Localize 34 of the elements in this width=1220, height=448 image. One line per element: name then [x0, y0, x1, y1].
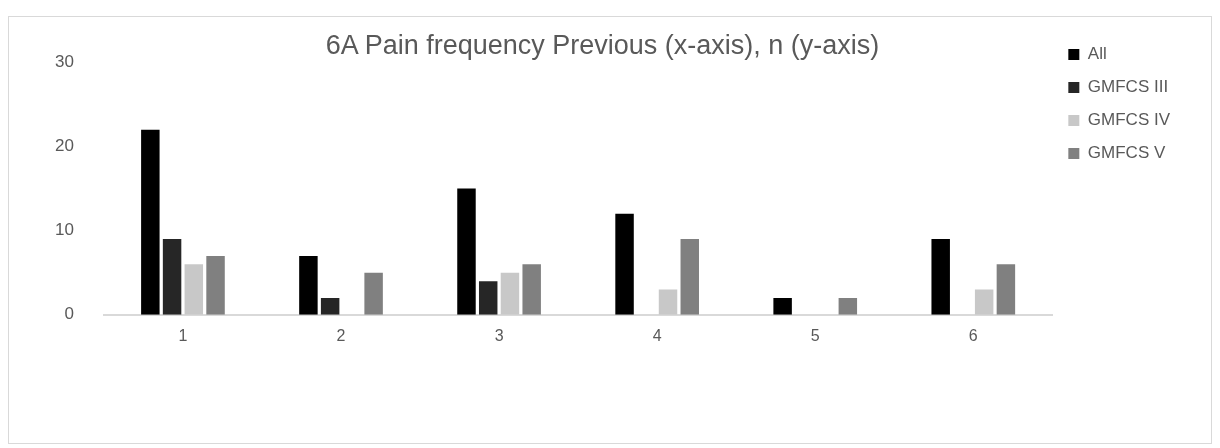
y-tick-label: 10 [54, 220, 74, 240]
bar [680, 239, 699, 315]
y-tick-label: 30 [54, 52, 74, 72]
bar [974, 289, 994, 315]
bar [457, 188, 476, 315]
legend-label: GMFCS IV [1087, 110, 1171, 130]
y-tick-label: 0 [64, 304, 74, 324]
x-tick-label: 4 [652, 326, 662, 344]
x-tick-label: 6 [968, 326, 978, 344]
x-tick-label: 2 [336, 326, 346, 344]
bar [299, 255, 318, 315]
legend-label: All [1087, 44, 1107, 64]
y-tick-label: 20 [54, 136, 74, 156]
bar [615, 213, 634, 315]
bar [838, 297, 858, 315]
bar [658, 289, 678, 315]
bar [141, 129, 160, 315]
bar [931, 239, 950, 315]
bar [162, 239, 182, 315]
x-tick-label: 5 [810, 326, 820, 344]
bar [206, 255, 225, 315]
x-tick-label: 3 [494, 326, 504, 344]
legend-label: GMFCS III [1087, 77, 1169, 97]
bar [320, 297, 340, 315]
x-tick-label: 1 [178, 326, 188, 344]
bar [500, 272, 520, 315]
bar [773, 297, 792, 315]
bar [364, 272, 383, 315]
bar [184, 264, 204, 315]
bar [522, 264, 541, 315]
bar [478, 281, 498, 315]
legend-label: GMFCS V [1087, 143, 1166, 163]
bar [996, 264, 1016, 315]
chart-title: 6A Pain frequency Previous (x-axis), n (y-axis) [325, 29, 880, 60]
